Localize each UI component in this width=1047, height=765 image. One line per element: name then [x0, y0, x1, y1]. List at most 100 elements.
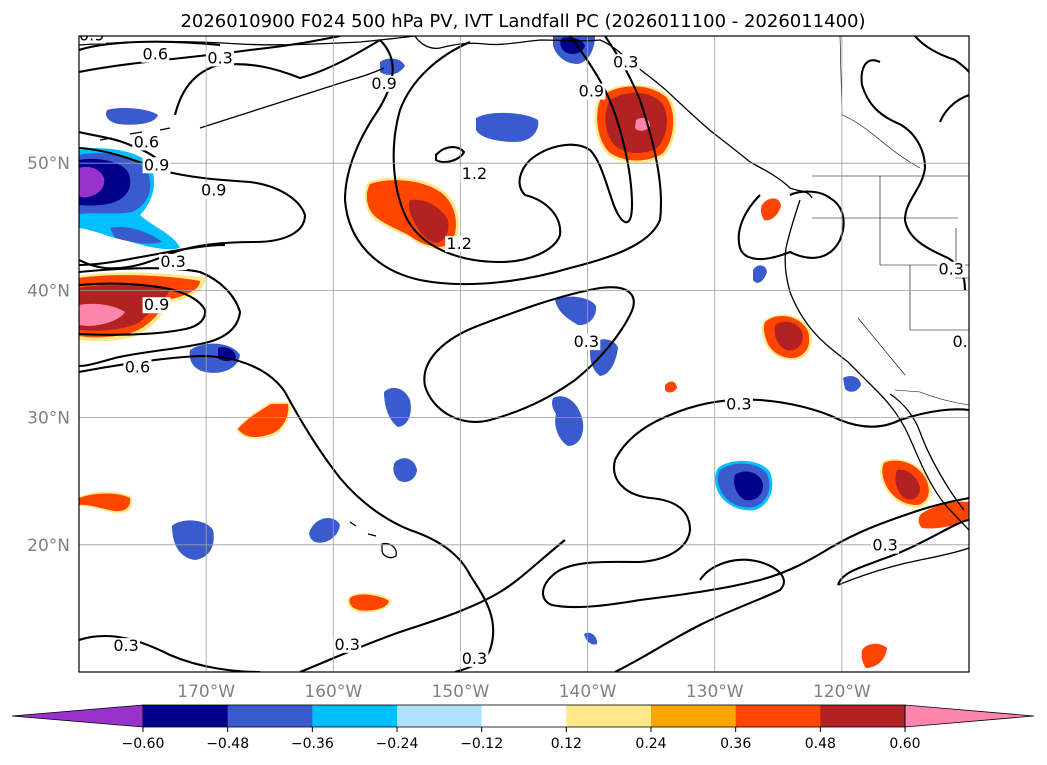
border-alaska-canada — [839, 36, 921, 169]
contour-label: 0.3 — [871, 536, 900, 555]
negative-anomaly-region — [753, 265, 767, 283]
longitude-tick-label: 120°W — [813, 682, 871, 702]
borders — [812, 36, 969, 406]
latitude-tick-labels: 20°N 30°N 40°N 50°N — [27, 154, 70, 556]
british-columbia-coast — [749, 161, 813, 199]
contour-label-text: 0.6 — [134, 132, 159, 151]
contour-label: 0.3 — [937, 260, 966, 279]
figure-title: 2026010900 F024 500 hPa PV, IVT Landfall… — [180, 11, 865, 32]
longitude-tick-labels: 170°W 160°W 150°W 140°W 130°W 120°W — [177, 682, 871, 702]
contour-label-text: 0.6 — [143, 45, 168, 64]
colorbar: −0.60 −0.48 −0.36 −0.24 −0.12 0.12 0.24 0.36 0.4… — [11, 704, 1035, 752]
contour-label: 1.2 — [445, 234, 474, 253]
negative-anomaly-region — [110, 226, 162, 244]
contour-label: 0.3 — [206, 48, 235, 67]
negative-anomaly-region — [734, 471, 764, 501]
contour-label: 1.2 — [460, 164, 489, 183]
longitude-tick-label: 160°W — [304, 682, 362, 702]
contour-label: 0.3 — [159, 252, 188, 271]
contour-0.3-se-mexico — [836, 518, 969, 586]
colorbar-tick-label: 0.36 — [720, 736, 751, 752]
contour-label-text: 0.3 — [872, 536, 897, 555]
contour-label: 0.6 — [132, 132, 161, 151]
colorbar-segment — [651, 705, 737, 727]
colorbar-tick-label: −0.48 — [206, 736, 249, 752]
contour-label-text: 0.9 — [579, 82, 604, 101]
baja-california — [889, 393, 965, 511]
contour-0.6-north — [79, 36, 341, 74]
colorbar-segment — [566, 705, 652, 727]
contour-0.3-trop — [542, 459, 969, 609]
contour-label-text: 0.9 — [201, 181, 226, 200]
negative-anomaly-region — [106, 107, 158, 125]
contour-0.3-west — [79, 243, 226, 267]
contour-label: 0.9 — [370, 74, 399, 93]
contour-0.9-north — [79, 40, 221, 51]
positive-anomaly-region — [79, 493, 131, 512]
contour-label: 0.3 — [460, 649, 489, 668]
contour-label-text: 0.9 — [79, 26, 104, 45]
colorbar-segment — [227, 705, 313, 727]
contour-0.3-cal — [737, 190, 845, 261]
hawaiian-islands — [349, 521, 397, 559]
contour-0.6-south — [79, 354, 495, 672]
pv-contours — [79, 36, 969, 672]
contour-label-text: 0.9 — [371, 74, 396, 93]
longitude-tick-label: 150°W — [432, 682, 490, 702]
contour-label: 0.3 — [724, 394, 753, 413]
contour-label: 0.9 — [199, 181, 228, 200]
colorbar-extend-max — [904, 704, 1035, 728]
contour-0.3-southwest — [614, 398, 969, 461]
contour-label: 0.3 — [611, 52, 640, 71]
border-us-mexico — [894, 389, 969, 406]
contour-0.3-east-loop — [423, 286, 635, 423]
negative-anomaly-region — [843, 376, 861, 392]
contour-0.9-band — [79, 282, 207, 336]
latitude-tick-label: 30°N — [27, 409, 70, 429]
alaska-south-coast — [414, 36, 751, 163]
contour-label-text: 0.3 — [160, 252, 185, 271]
contour-label: 0.9 — [79, 26, 106, 45]
contour-label-text: 0.3 — [574, 332, 599, 351]
contour-0.3-southeast — [614, 558, 785, 672]
contour-0.3-rocky-2 — [914, 36, 969, 123]
colorbar-segment — [143, 705, 229, 727]
longitude-tick-label: 140°W — [559, 682, 617, 702]
us-west-coast — [784, 199, 969, 531]
contour-label: 0.3 — [572, 332, 601, 351]
contour-label-text: 0.3 — [113, 636, 138, 655]
colorbar-segment — [397, 705, 483, 727]
negative-anomaly-region — [552, 396, 584, 446]
contour-label: 0.9 — [142, 155, 171, 174]
longitude-tick-label: 170°W — [177, 682, 235, 702]
contour-label-text: 0.3 — [938, 260, 963, 279]
aleutian-islands — [99, 67, 385, 141]
colorbar-segment — [820, 705, 906, 727]
positive-anomaly-region — [665, 381, 677, 393]
negative-anomaly-region — [79, 166, 105, 198]
state-borders — [812, 176, 969, 376]
colorbar-tick-label: −0.60 — [122, 736, 165, 752]
contour-0.9-jet-outer — [343, 36, 662, 286]
colorbar-tick-label: 0.48 — [805, 736, 836, 752]
contour-1.2-jet-inner — [392, 36, 634, 264]
latitude-tick-label: 20°N — [27, 536, 70, 556]
contour-1.2-loop — [434, 146, 466, 164]
contour-label-text: 0.3 — [613, 52, 638, 71]
contour-label: 0.3 — [951, 332, 969, 351]
contour-0.3-south — [79, 539, 566, 672]
positive-anomaly-region — [895, 469, 920, 500]
colorbar-frame — [142, 704, 906, 728]
contour-label-text: 1.2 — [446, 234, 471, 253]
contour-label: 0.3 — [112, 636, 141, 655]
colorbar-tick-label: −0.36 — [291, 736, 334, 752]
mexico-coast — [837, 547, 969, 586]
colorbar-tick-label: 0.60 — [889, 736, 920, 752]
positive-anomaly-region — [861, 643, 887, 668]
contour-label-text: 0.3 — [335, 635, 360, 654]
colorbar-segment — [735, 705, 821, 727]
contour-label-text: 0.9 — [144, 155, 169, 174]
colorbar-tick-label: 0.12 — [551, 736, 582, 752]
contour-label: 0.6 — [141, 45, 170, 64]
negative-anomaly-region — [172, 520, 214, 560]
